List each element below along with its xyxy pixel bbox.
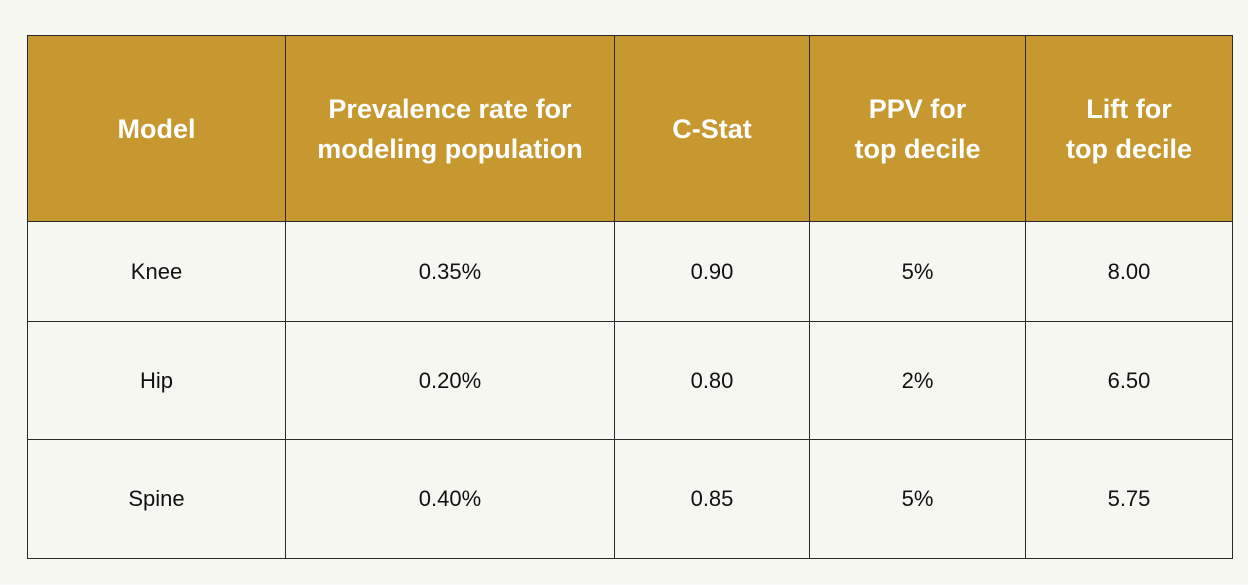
cell-lift: 5.75: [1025, 439, 1233, 559]
table-row: Knee 0.35% 0.90 5% 8.00: [27, 221, 1233, 322]
cell-ppv: 2%: [809, 321, 1026, 440]
header-ppv-top-decile: PPV for top decile: [809, 35, 1026, 222]
cell-c-stat: 0.85: [614, 439, 810, 559]
cell-model: Knee: [27, 221, 286, 322]
cell-prevalence-rate: 0.35%: [285, 221, 615, 322]
table-row: Hip 0.20% 0.80 2% 6.50: [27, 321, 1233, 440]
header-c-stat: C-Stat: [614, 35, 810, 222]
cell-prevalence-rate: 0.20%: [285, 321, 615, 440]
table-row: Spine 0.40% 0.85 5% 5.75: [27, 439, 1233, 559]
cell-lift: 8.00: [1025, 221, 1233, 322]
cell-c-stat: 0.90: [614, 221, 810, 322]
cell-model: Hip: [27, 321, 286, 440]
header-prevalence-rate: Prevalence rate for modeling population: [285, 35, 615, 222]
header-lift-top-decile: Lift for top decile: [1025, 35, 1233, 222]
header-model: Model: [27, 35, 286, 222]
cell-lift: 6.50: [1025, 321, 1233, 440]
table-header: Model Prevalence rate for modeling popul…: [27, 35, 1233, 222]
cell-prevalence-rate: 0.40%: [285, 439, 615, 559]
cell-model: Spine: [27, 439, 286, 559]
header-row: Model Prevalence rate for modeling popul…: [27, 35, 1233, 222]
model-performance-table: Model Prevalence rate for modeling popul…: [27, 35, 1233, 559]
cell-ppv: 5%: [809, 221, 1026, 322]
table-body: Knee 0.35% 0.90 5% 8.00 Hip 0.20% 0.80 2…: [27, 221, 1233, 559]
cell-ppv: 5%: [809, 439, 1026, 559]
cell-c-stat: 0.80: [614, 321, 810, 440]
